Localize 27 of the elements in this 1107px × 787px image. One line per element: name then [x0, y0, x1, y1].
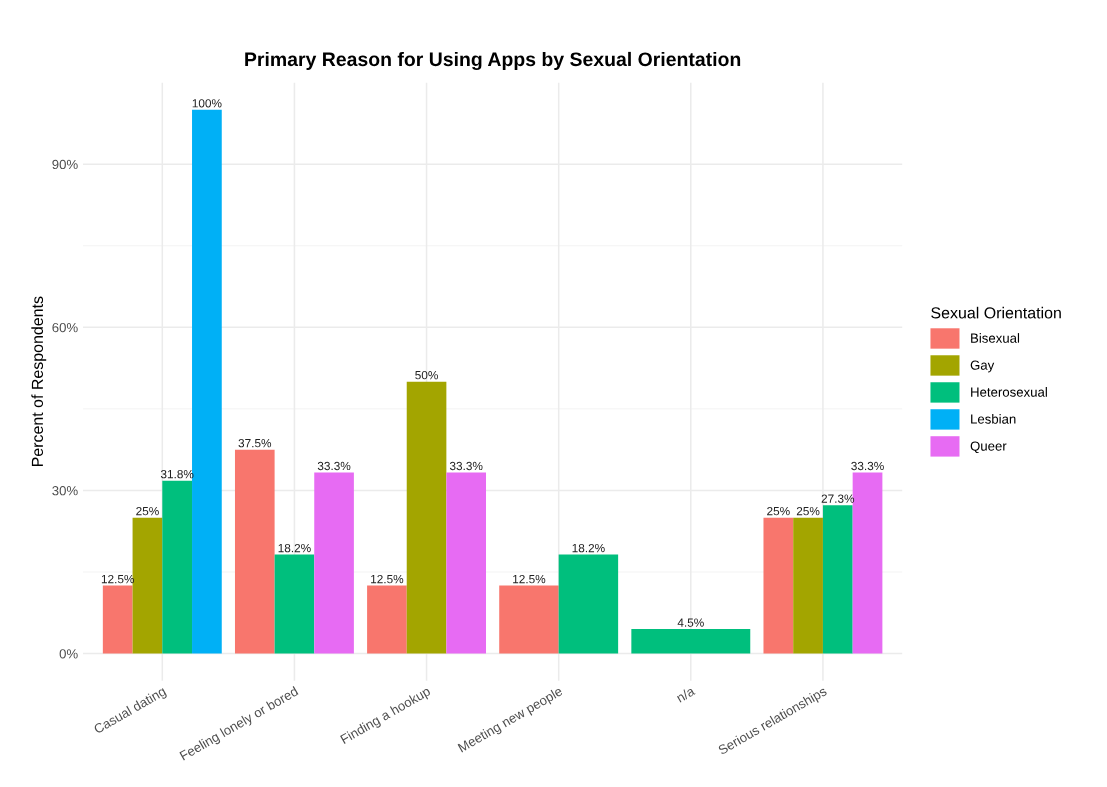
y-tick-label: 30% — [52, 486, 78, 496]
y-axis-title: Percent of Respondents — [31, 296, 47, 467]
y-tick-label: 0% — [59, 649, 78, 659]
data-label: 25% — [767, 506, 790, 516]
data-label: 37.5% — [238, 438, 272, 448]
data-label: 100% — [192, 99, 222, 108]
legend-label: Lesbian — [971, 414, 1016, 424]
data-label: 25% — [796, 506, 820, 516]
chart-title: Primary Reason for Using Apps by Sexual Orientation — [245, 51, 741, 71]
data-label: 33.3% — [317, 461, 351, 471]
data-label: 33.3% — [851, 461, 884, 471]
data-label: 18.2% — [278, 543, 311, 553]
legend-label: Gay — [970, 360, 995, 373]
data-label: 4.5% — [677, 618, 704, 627]
x-tick-label: n/a — [675, 685, 696, 703]
data-label: 12.5% — [371, 574, 404, 584]
data-label: 12.5% — [513, 574, 546, 584]
legend-title: Sexual Orientation — [931, 306, 1061, 319]
data-label: 25% — [136, 506, 159, 516]
data-label: 50% — [415, 371, 438, 380]
y-tick-label: 60% — [52, 322, 78, 333]
y-tick-label: 90% — [52, 159, 78, 170]
legend-label: Queer — [970, 441, 1007, 454]
data-label: 18.2% — [572, 543, 605, 553]
legend-label: Heterosexual — [971, 387, 1047, 397]
legend-label: Bisexual — [971, 333, 1020, 343]
data-label: 33.3% — [449, 461, 483, 471]
